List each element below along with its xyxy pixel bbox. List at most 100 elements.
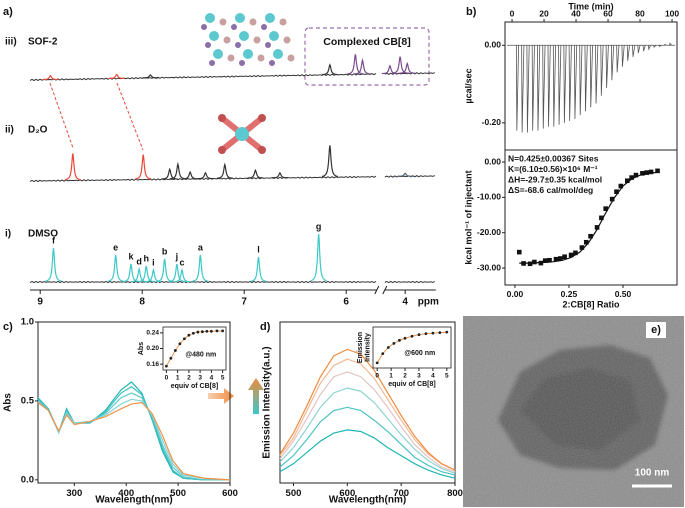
data-point <box>583 239 589 245</box>
x-axis-label: Wavelength(nm) <box>95 495 172 506</box>
x-tick-label: 600 <box>222 488 238 499</box>
data-point <box>618 183 624 189</box>
injection-peak <box>642 45 646 52</box>
x-tick-label: 1 <box>176 375 180 382</box>
nmr-peak <box>392 56 409 74</box>
molecule-node <box>253 36 261 44</box>
data-point <box>221 329 225 333</box>
y-tick-label: -30.00 <box>477 262 501 272</box>
data-point <box>629 175 634 180</box>
injection-peak <box>669 42 673 46</box>
molecule-node <box>209 60 215 66</box>
data-point <box>609 196 615 202</box>
molecule-node <box>265 42 271 48</box>
data-point <box>579 245 585 250</box>
series-line <box>519 171 658 264</box>
y-tick-label: 0.0 <box>21 474 34 485</box>
injection-peak <box>595 45 599 104</box>
molecule-node <box>201 24 207 30</box>
data-point <box>403 336 407 340</box>
molecule-node <box>269 60 275 66</box>
spectrum-baseline <box>29 73 377 82</box>
nmr-peak <box>182 170 199 180</box>
injection-peak <box>515 45 520 131</box>
data-point <box>375 361 379 365</box>
spectrum-label: iii) <box>5 37 17 48</box>
x-tick-label: 3 <box>417 373 421 380</box>
y-tick-label: 0.20 <box>146 345 159 352</box>
annotation: @480 nm <box>185 351 216 358</box>
data-point <box>169 356 173 360</box>
panel-label-box <box>646 322 666 338</box>
nmr-peak <box>138 265 155 283</box>
injection-peak <box>563 45 567 123</box>
molecule-node <box>279 18 287 26</box>
series-line <box>37 381 230 481</box>
y-axis-label: Emission <box>357 332 364 363</box>
x-axis-label: equiv of CB[8] <box>388 381 435 388</box>
x-tick-label: 0 <box>165 375 169 382</box>
y-tick-label: 1.0 <box>21 317 34 328</box>
injection-peak <box>663 43 667 46</box>
x-tick-label: 6 <box>343 297 349 308</box>
nmr-peak <box>321 63 338 76</box>
molecule-node <box>261 24 267 30</box>
x-tick-label: 5 <box>221 375 225 382</box>
peak-label: l <box>257 244 260 254</box>
x-tick-label: 600 <box>339 488 355 499</box>
data-point <box>196 330 200 334</box>
spectrum-label: i) <box>5 229 11 240</box>
injection-peak <box>589 45 593 108</box>
spectrum-baseline <box>29 280 377 284</box>
data-point <box>209 329 213 333</box>
x-tick-label: 3 <box>198 375 202 382</box>
spectrum-name: DMSO <box>28 229 58 240</box>
nmr-peak <box>250 256 267 282</box>
nmr-peak <box>142 74 159 79</box>
data-point <box>200 330 204 334</box>
x-tick-label: 0 <box>375 373 379 380</box>
x-tick-label: 400 <box>118 488 134 499</box>
molecule-node <box>239 31 249 41</box>
injection-peak <box>552 45 556 127</box>
series-line <box>279 429 456 479</box>
data-point <box>205 329 209 333</box>
y-tick-label: -20.00 <box>477 227 501 237</box>
nmr-peak <box>354 58 371 75</box>
y-tick-label: 0.5 <box>21 395 35 406</box>
injection-peak <box>526 45 530 133</box>
peak-label: f <box>52 235 56 245</box>
panel-label: c) <box>3 321 13 333</box>
data-point <box>516 249 522 255</box>
shift-line <box>49 82 74 149</box>
peak-label: e <box>113 242 118 252</box>
y-tick-label: 0.00 <box>484 40 501 50</box>
y-axis-label: µcal/sec <box>463 68 473 103</box>
data-point <box>386 346 390 349</box>
spectrum-baseline <box>384 280 435 284</box>
x-tick-label: 4 <box>210 375 214 382</box>
nmr-peak <box>397 172 414 177</box>
peak-label: i <box>152 257 155 267</box>
molecule-node <box>287 54 295 62</box>
data-point <box>588 233 593 239</box>
x-tick-label: 2 <box>403 373 407 380</box>
inset-frame <box>162 326 227 371</box>
data-point <box>532 259 537 265</box>
injection-peak <box>605 45 609 88</box>
tem-image <box>463 316 684 507</box>
series-line <box>279 387 456 474</box>
molecule-node <box>249 18 257 26</box>
data-point <box>178 342 182 346</box>
molecule-node <box>283 36 291 44</box>
data-point <box>392 342 396 345</box>
shift-line <box>116 82 144 151</box>
scale-bar-label: 100 nm <box>635 468 670 479</box>
spectrum-baseline <box>29 175 377 183</box>
x-axis-label: ppm <box>418 297 439 308</box>
injection-peak <box>521 45 525 133</box>
series-line <box>279 348 456 471</box>
data-point <box>625 178 630 184</box>
injection-peak <box>653 45 657 49</box>
nmr-peak <box>399 61 416 74</box>
